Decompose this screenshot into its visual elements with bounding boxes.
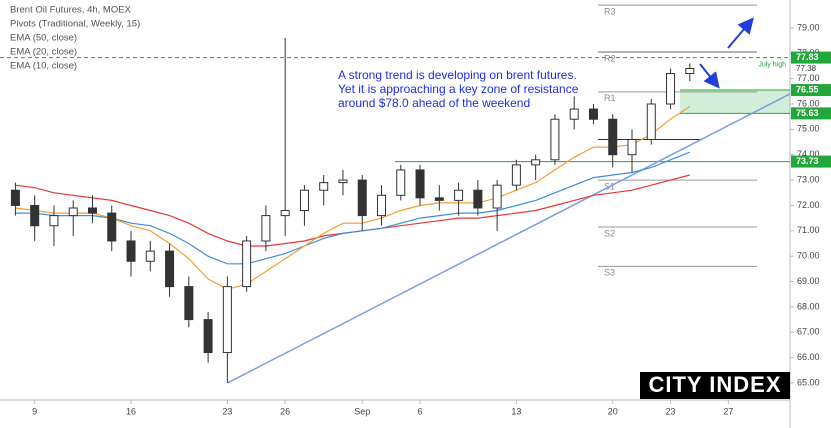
- plot-area: R3R2R1S1S2S3: [0, 4, 791, 384]
- x-tick-label: 13: [511, 406, 521, 416]
- arrow-down: [699, 63, 720, 89]
- y-tick-label: 77.00: [797, 73, 820, 83]
- legend-entry: EMA (10, close): [10, 61, 77, 72]
- candle-body: [261, 215, 271, 242]
- candle-body: [299, 189, 309, 212]
- logo-box: [640, 372, 790, 399]
- candle-body: [30, 204, 40, 227]
- candle-body: [550, 118, 560, 161]
- level-tag-label: 75.63: [796, 108, 819, 118]
- candle-body: [357, 179, 367, 217]
- x-tick-label: 23: [222, 406, 232, 416]
- candle-body: [145, 250, 155, 262]
- x-tick-label: Sep: [354, 406, 370, 416]
- level-tag: [791, 51, 831, 64]
- candle-body: [222, 286, 232, 354]
- level-tag-label: 77.83: [796, 52, 819, 62]
- annotation: around $78.0 ahead of the weekend: [338, 96, 530, 110]
- annotation: Yet it is approaching a key zone of resi…: [338, 82, 579, 96]
- y-tick-label: 76.00: [797, 98, 820, 108]
- level-tag: [791, 84, 831, 97]
- candle-body: [107, 212, 117, 242]
- y-tick-label: 65.00: [797, 377, 820, 387]
- candle-body: [280, 210, 290, 217]
- candle-body: [184, 286, 194, 321]
- candle-body: [49, 215, 59, 227]
- candle-body: [87, 207, 97, 214]
- candle-body: [511, 164, 521, 186]
- level-tag-label: 73.73: [796, 156, 819, 166]
- level-tag: [791, 155, 831, 168]
- candle-body: [242, 240, 252, 288]
- level-tag: [791, 107, 831, 120]
- pivot-label: R3: [604, 6, 616, 16]
- candle-body: [627, 139, 637, 156]
- candle-body: [10, 189, 20, 206]
- x-tick-label: 6: [418, 406, 423, 416]
- candle-body: [165, 250, 175, 288]
- ema-line: [15, 105, 691, 290]
- y-tick-label: 74.00: [797, 149, 820, 159]
- y-tick-label: 71.00: [797, 225, 820, 235]
- level-tag-label: 76.55: [796, 84, 819, 94]
- arrow-up: [727, 17, 754, 49]
- candle-body: [473, 189, 483, 209]
- x-tick-label: 16: [126, 406, 136, 416]
- candle-body: [666, 73, 676, 105]
- candle-body: [338, 179, 348, 184]
- candle-body: [434, 197, 444, 201]
- last-price: 77.38: [796, 64, 817, 73]
- y-tick-label: 70.00: [797, 251, 820, 261]
- y-tick-label: 69.00: [797, 276, 820, 286]
- candle-body: [646, 103, 656, 141]
- candle-body: [454, 189, 464, 201]
- candle-body: [531, 159, 541, 166]
- candle-body: [396, 169, 406, 196]
- logo: CITY INDEX: [648, 372, 781, 397]
- trendline: [227, 93, 791, 384]
- candle-body: [492, 184, 502, 209]
- legend-entry: EMA (20, close): [10, 47, 77, 58]
- candle-body: [685, 67, 695, 75]
- y-tick-label: 72.00: [797, 200, 820, 210]
- y-tick-label: 75.00: [797, 124, 820, 134]
- x-tick-label: 20: [608, 406, 618, 416]
- y-tick-label: 67.00: [797, 327, 820, 337]
- annotation: A strong trend is developing on brent fu…: [338, 68, 577, 82]
- x-tick-label: 23: [666, 406, 676, 416]
- x-tick-label: 26: [280, 406, 290, 416]
- pivot-legend: Pivots (Traditional, Weekly, 15): [10, 19, 140, 30]
- pivot-label: S2: [604, 228, 615, 238]
- candle-body: [319, 182, 329, 191]
- candle-body: [608, 118, 618, 156]
- candle-body: [415, 169, 425, 199]
- legend-entry: EMA (50, close): [10, 33, 77, 44]
- candle-body: [203, 319, 213, 354]
- candle-body: [126, 240, 136, 262]
- x-tick-label: 9: [32, 406, 37, 416]
- chart-title: Brent Oil Futures, 4h, MOEX: [10, 5, 132, 16]
- candle-body: [588, 108, 598, 120]
- pivot-label: R2: [604, 53, 616, 63]
- y-tick-label: 66.00: [797, 352, 820, 362]
- y-tick-label: 79.00: [797, 22, 820, 32]
- pivot-label: S3: [604, 268, 615, 278]
- ema-line: [15, 151, 691, 265]
- candle-body: [569, 108, 579, 120]
- y-tick-label: 73.00: [797, 174, 820, 184]
- x-tick-label: 27: [723, 406, 733, 416]
- candle-body: [377, 194, 387, 217]
- level-note: July high: [758, 61, 786, 68]
- y-tick-label: 68.00: [797, 301, 820, 311]
- candle-body: [68, 207, 78, 217]
- pivot-label: R1: [604, 93, 616, 103]
